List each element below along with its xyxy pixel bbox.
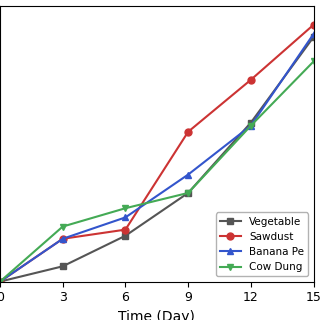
Legend: Vegetable, Sawdust, Banana Pe, Cow Dung: Vegetable, Sawdust, Banana Pe, Cow Dung <box>216 212 308 276</box>
Line: Sawdust: Sawdust <box>0 21 317 285</box>
Banana Pe <box>249 124 253 128</box>
Cow Dung <box>249 124 253 128</box>
Sawdust <box>61 237 65 241</box>
Sawdust <box>249 78 253 82</box>
Vegetable <box>249 121 253 124</box>
Line: Vegetable: Vegetable <box>0 34 317 285</box>
X-axis label: Time (Day): Time (Day) <box>118 310 195 320</box>
Cow Dung <box>124 206 127 210</box>
Cow Dung <box>0 280 2 284</box>
Banana Pe <box>186 173 190 177</box>
Banana Pe <box>312 32 316 36</box>
Banana Pe <box>0 280 2 284</box>
Line: Cow Dung: Cow Dung <box>0 58 317 285</box>
Vegetable <box>186 191 190 195</box>
Vegetable <box>0 280 2 284</box>
Sawdust <box>124 228 127 232</box>
Sawdust <box>186 130 190 134</box>
Vegetable <box>124 234 127 238</box>
Sawdust <box>0 280 2 284</box>
Cow Dung <box>312 60 316 63</box>
Banana Pe <box>124 215 127 219</box>
Sawdust <box>312 23 316 27</box>
Banana Pe <box>61 237 65 241</box>
Cow Dung <box>186 191 190 195</box>
Vegetable <box>312 35 316 39</box>
Cow Dung <box>61 225 65 228</box>
Line: Banana Pe: Banana Pe <box>0 30 317 285</box>
Vegetable <box>61 264 65 268</box>
